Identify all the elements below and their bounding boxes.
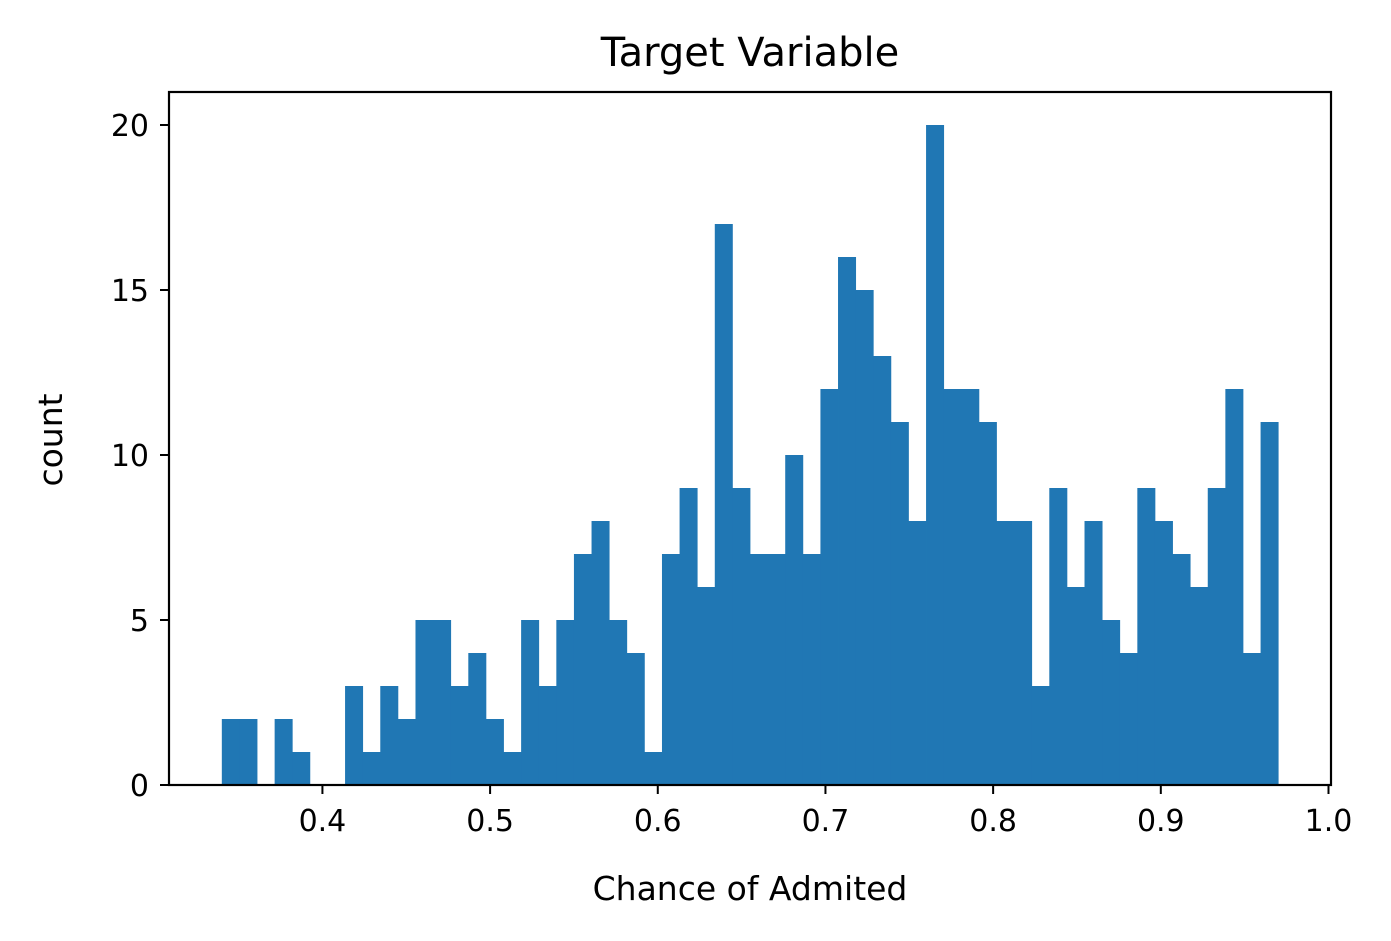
histogram-bar bbox=[1190, 587, 1209, 785]
histogram-bar bbox=[855, 290, 874, 785]
histogram-bar bbox=[767, 554, 786, 785]
histogram-bar bbox=[1207, 488, 1226, 785]
histogram-bar bbox=[908, 521, 927, 785]
x-tick-label: 0.9 bbox=[1137, 804, 1185, 839]
histogram-bar bbox=[538, 686, 557, 785]
histogram-bar bbox=[873, 356, 892, 785]
histogram-bar bbox=[802, 554, 821, 785]
histogram-bar bbox=[1154, 521, 1173, 785]
histogram-bar bbox=[292, 752, 311, 785]
histogram-bar bbox=[1172, 554, 1191, 785]
y-tick-label: 15 bbox=[111, 274, 149, 309]
plot-frame bbox=[167, 90, 1333, 787]
histogram-bar bbox=[732, 488, 751, 785]
histogram-bar bbox=[274, 719, 293, 785]
histogram-bar bbox=[697, 587, 716, 785]
y-tick-label: 0 bbox=[130, 769, 149, 804]
histogram-bar bbox=[468, 653, 487, 785]
histogram-bar bbox=[1242, 653, 1261, 785]
histogram-bar bbox=[362, 752, 381, 785]
bars-group bbox=[221, 125, 1279, 785]
x-axis-label: Chance of Admited bbox=[593, 869, 908, 908]
x-tick-label: 1.0 bbox=[1305, 804, 1353, 839]
histogram-bar bbox=[556, 620, 575, 785]
y-tick-label: 5 bbox=[130, 604, 149, 639]
histogram-bar bbox=[943, 389, 962, 785]
histogram-bar bbox=[661, 554, 680, 785]
histogram-bar bbox=[785, 455, 804, 785]
y-tick-label: 20 bbox=[111, 109, 149, 144]
histogram-bar bbox=[978, 422, 997, 785]
histogram-bar bbox=[1014, 521, 1033, 785]
histogram-bar bbox=[1225, 389, 1244, 785]
histogram-bar bbox=[221, 719, 240, 785]
histogram-bar bbox=[838, 257, 857, 785]
y-axis-label: count bbox=[31, 393, 70, 486]
y-axis-ticks: 0 5 10 15 20 bbox=[111, 109, 169, 804]
histogram-bar bbox=[890, 422, 909, 785]
histogram-bar bbox=[503, 752, 522, 785]
histogram-bar bbox=[1031, 686, 1050, 785]
histogram-bar bbox=[1084, 521, 1103, 785]
x-tick-label: 0.5 bbox=[466, 804, 514, 839]
x-tick-label: 0.6 bbox=[634, 804, 682, 839]
histogram-bar bbox=[679, 488, 698, 785]
histogram-bar bbox=[926, 125, 945, 785]
histogram-bar bbox=[1102, 620, 1121, 785]
histogram-bar bbox=[397, 719, 416, 785]
histogram-bar bbox=[1260, 422, 1279, 785]
histogram-bar bbox=[996, 521, 1015, 785]
x-tick-label: 0.8 bbox=[969, 804, 1017, 839]
histogram-bar bbox=[345, 686, 364, 785]
x-tick-label: 0.4 bbox=[299, 804, 347, 839]
histogram-bar bbox=[521, 620, 540, 785]
histogram-bar bbox=[1066, 587, 1085, 785]
histogram-bar bbox=[415, 620, 434, 785]
histogram-bar bbox=[1137, 488, 1156, 785]
histogram-bar bbox=[239, 719, 258, 785]
histogram-bar bbox=[450, 686, 469, 785]
histogram-bar bbox=[750, 554, 769, 785]
y-tick-label: 10 bbox=[111, 439, 149, 474]
histogram-bar bbox=[714, 224, 733, 785]
histogram-bar bbox=[573, 554, 592, 785]
histogram-bar bbox=[820, 389, 839, 785]
histogram-bar bbox=[644, 752, 663, 785]
x-tick-label: 0.7 bbox=[802, 804, 850, 839]
x-axis-ticks: 0.4 0.5 0.6 0.7 0.8 0.9 1.0 bbox=[299, 785, 1353, 839]
histogram-bar bbox=[1119, 653, 1138, 785]
histogram-bar bbox=[433, 620, 452, 785]
histogram-bar bbox=[626, 653, 645, 785]
histogram-bar bbox=[591, 521, 610, 785]
histogram-bar bbox=[380, 686, 399, 785]
histogram-bar bbox=[609, 620, 628, 785]
histogram-bar bbox=[961, 389, 980, 785]
chart-title: Target Variable bbox=[600, 30, 899, 76]
histogram-bar bbox=[485, 719, 504, 785]
histogram-bar bbox=[1049, 488, 1068, 785]
